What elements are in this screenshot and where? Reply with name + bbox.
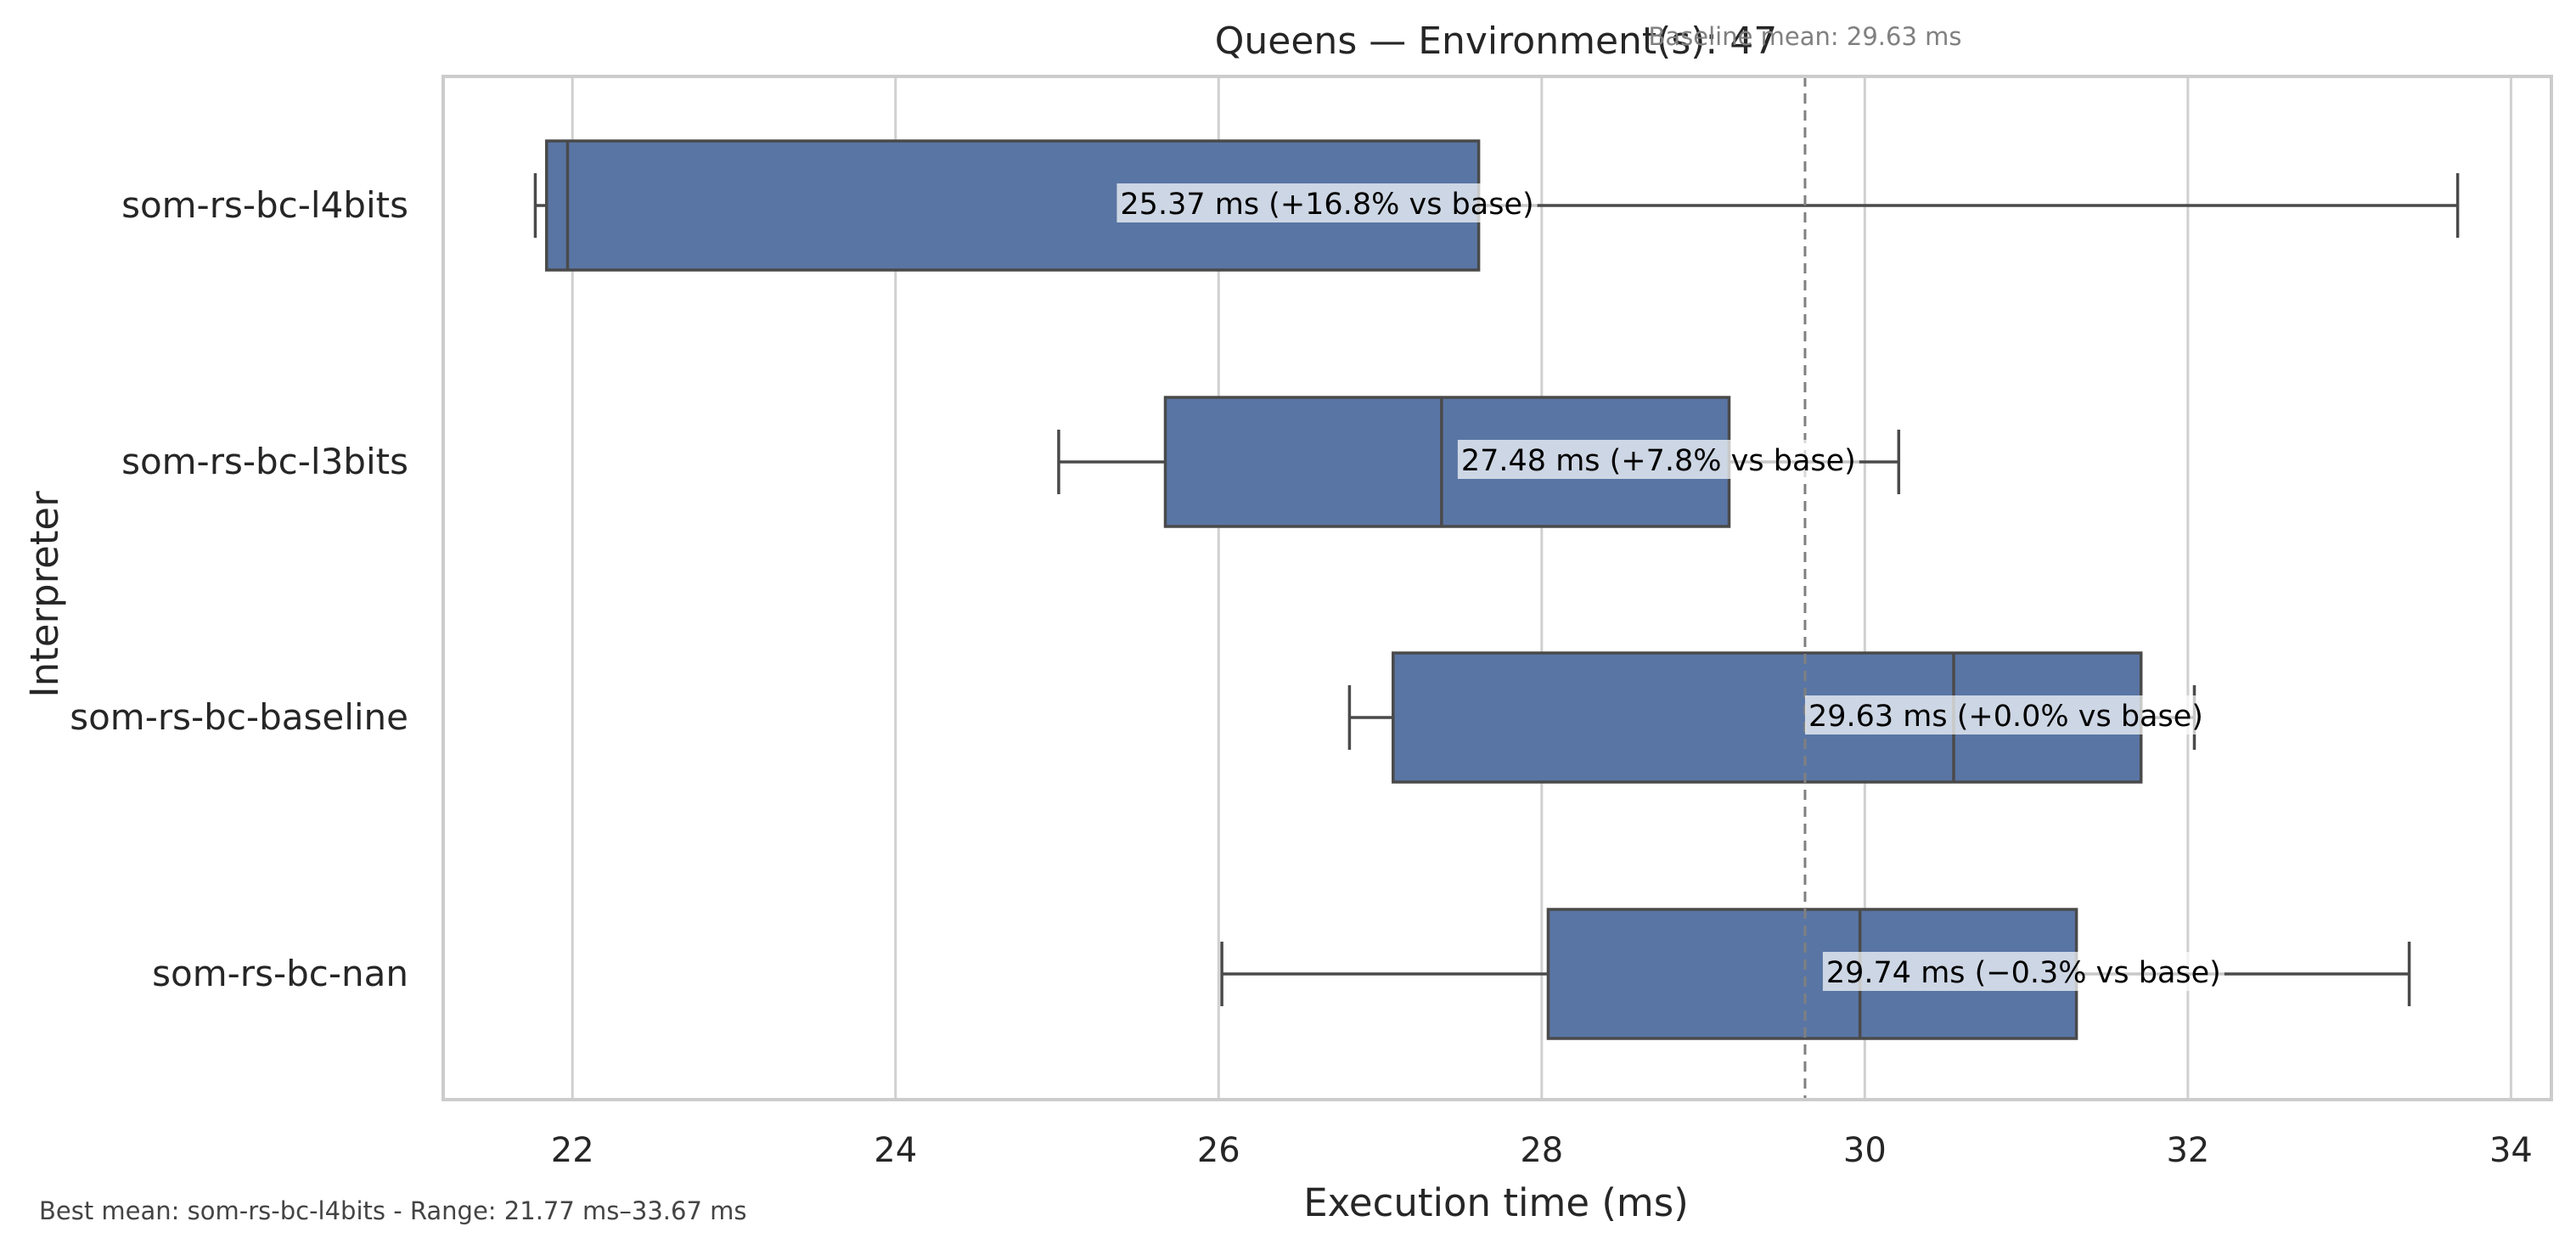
- x-tick-label: 28: [1520, 1131, 1563, 1170]
- mean-annotation: 27.48 ms (+7.8% vs base): [1461, 444, 1856, 478]
- y-axis-label: Interpreter: [22, 491, 67, 698]
- footnote: Best mean: som-rs-bc-l4bits - Range: 21.…: [39, 1196, 747, 1225]
- y-tick-label: som-rs-bc-l4bits: [121, 184, 408, 226]
- x-tick-label: 32: [2166, 1131, 2209, 1170]
- mean-annotation-bg: [1457, 440, 1859, 479]
- x-axis-label: Execution time (ms): [1303, 1180, 1689, 1225]
- y-tick-label: som-rs-bc-nan: [152, 953, 408, 994]
- y-tick-label: som-rs-bc-l3bits: [121, 441, 408, 482]
- x-tick-label: 30: [1843, 1131, 1887, 1170]
- axis-layer: 22 24 26 28 30 32 34 som-rs-bc-l4bits som-rs-bc-…: [70, 184, 2533, 1170]
- plot-frame: [442, 75, 2553, 1101]
- y-tick-label: som-rs-bc-baseline: [70, 696, 408, 738]
- x-tick-label: 22: [551, 1131, 594, 1170]
- mean-annotation: 25.37 ms (+16.8% vs base): [1120, 188, 1533, 222]
- box-layer: [533, 139, 2460, 1040]
- mean-annotation-bg: [1822, 952, 2224, 991]
- mean-annotation-bg: [1804, 695, 2207, 734]
- baseline-label: Baseline mean: 29.63 ms: [1649, 22, 1962, 51]
- annotation-layer: 25.37 ms (+16.8% vs base) 27.48 ms (+7.8%…: [1116, 183, 2224, 991]
- mean-annotation: 29.63 ms (+0.0% vs base): [1808, 700, 2203, 734]
- mean-annotation-bg: [1116, 183, 1538, 222]
- x-tick-label: 24: [874, 1131, 917, 1170]
- x-tick-label: 26: [1197, 1131, 1240, 1170]
- mean-annotation: 29.74 ms (−0.3% vs base): [1826, 956, 2221, 990]
- x-tick-label: 34: [2489, 1131, 2533, 1170]
- chart-title: Queens — Environment(s): 47: [1215, 20, 1777, 63]
